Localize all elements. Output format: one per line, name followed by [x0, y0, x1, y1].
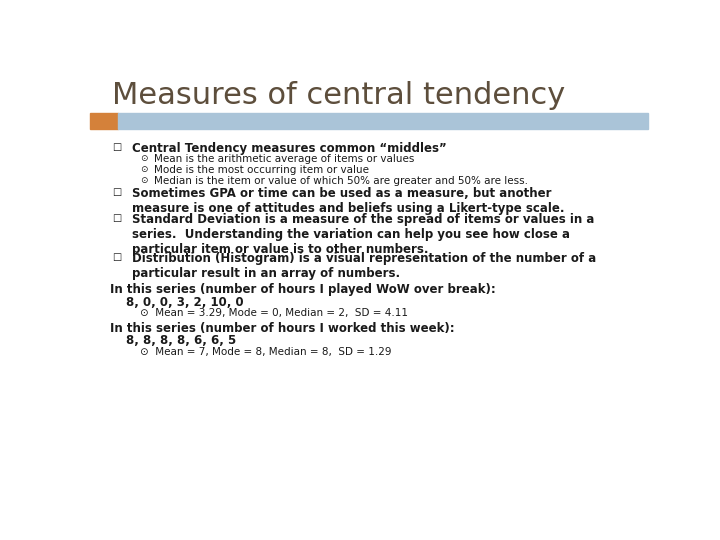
Text: ⊙: ⊙: [140, 165, 148, 174]
Text: Distribution (Histogram) is a visual representation of the number of a
particula: Distribution (Histogram) is a visual rep…: [132, 252, 596, 280]
Text: Central Tendency measures common “middles”: Central Tendency measures common “middle…: [132, 141, 446, 155]
Text: 8, 0, 0, 3, 2, 10, 0: 8, 0, 0, 3, 2, 10, 0: [126, 295, 244, 308]
Text: □: □: [112, 213, 122, 223]
Text: Mean is the arithmetic average of items or values: Mean is the arithmetic average of items …: [154, 154, 415, 164]
Text: Standard Deviation is a measure of the spread of items or values in a
series.  U: Standard Deviation is a measure of the s…: [132, 213, 594, 256]
Bar: [90, 113, 118, 129]
Text: ⊙: ⊙: [140, 154, 148, 163]
Text: □: □: [112, 252, 122, 262]
Text: In this series (number of hours I worked this week):: In this series (number of hours I worked…: [109, 322, 454, 335]
Text: In this series (number of hours I played WoW over break):: In this series (number of hours I played…: [109, 283, 495, 296]
Text: Measures of central tendency: Measures of central tendency: [112, 82, 566, 111]
Text: ⊙  Mean = 3.29, Mode = 0, Median = 2,  SD = 4.11: ⊙ Mean = 3.29, Mode = 0, Median = 2, SD …: [140, 308, 408, 318]
Text: 8, 8, 8, 8, 6, 6, 5: 8, 8, 8, 8, 6, 6, 5: [126, 334, 236, 347]
Text: Mode is the most occurring item or value: Mode is the most occurring item or value: [154, 165, 369, 175]
Text: □: □: [112, 141, 122, 152]
Text: ⊙  Mean = 7, Mode = 8, Median = 8,  SD = 1.29: ⊙ Mean = 7, Mode = 8, Median = 8, SD = 1…: [140, 347, 392, 357]
Text: Sometimes GPA or time can be used as a measure, but another
measure is one of at: Sometimes GPA or time can be used as a m…: [132, 187, 564, 214]
Text: Median is the item or value of which 50% are greater and 50% are less.: Median is the item or value of which 50%…: [154, 176, 528, 186]
Text: ⊙: ⊙: [140, 176, 148, 185]
Text: □: □: [112, 187, 122, 197]
Bar: [118, 113, 648, 129]
